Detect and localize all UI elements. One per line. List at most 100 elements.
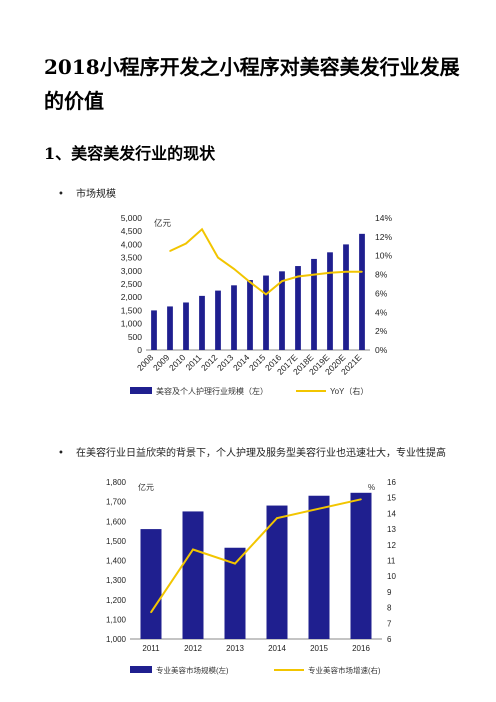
y-tick-label: 1,300	[106, 576, 127, 585]
y-tick-label: 2,500	[121, 279, 143, 289]
y2-tick-label: 13	[387, 525, 396, 534]
line-point	[265, 293, 267, 296]
x-tick-label: 2015	[247, 352, 268, 373]
legend-bar-swatch	[130, 666, 152, 673]
line-point	[297, 275, 299, 278]
bar	[350, 492, 372, 639]
y-tick-label: 1,800	[106, 478, 127, 487]
section-heading: 1、美容美发行业的现状	[44, 144, 216, 163]
line-point	[192, 548, 194, 551]
y-tick-label: 1,500	[121, 305, 143, 315]
line-point	[201, 228, 203, 231]
bullet-item-2: • 在美容行业日益欣荣的背景下，个人护理及服务型美容行业也迅速壮大，专业性提高	[58, 444, 446, 459]
y-tick-label: 1,000	[121, 319, 143, 329]
bar	[279, 271, 285, 350]
bar	[263, 275, 269, 350]
legend-bar-swatch	[130, 387, 152, 394]
line-point	[360, 498, 362, 501]
y2-tick-label: 10%	[375, 251, 392, 261]
y2-tick-label: 6	[387, 635, 392, 644]
y-tick-label: 0	[137, 345, 142, 355]
x-tick-label: 2014	[231, 352, 252, 373]
bar	[327, 252, 333, 350]
series-line	[150, 498, 362, 613]
y-tick-label: 1,100	[106, 615, 127, 624]
bar	[215, 290, 221, 350]
y2-tick-label: 16	[387, 478, 396, 487]
y-tick-label: 500	[128, 332, 142, 342]
y-tick-label: 3,500	[121, 253, 143, 263]
bar	[183, 302, 189, 350]
y-tick-label: 5,000	[121, 213, 143, 223]
x-tick-label: 2013	[215, 352, 236, 373]
y2-tick-label: 8	[387, 604, 392, 613]
bar	[247, 280, 253, 350]
y-tick-label: 4,500	[121, 226, 143, 236]
x-tick-label: 2009	[151, 352, 172, 373]
y2-tick-label: 9	[387, 588, 392, 597]
bar	[167, 306, 173, 350]
bullet-item-1: • 市场规模	[58, 185, 116, 200]
unit-label: 亿元	[138, 482, 154, 492]
bar	[224, 547, 246, 639]
y2-tick-label: 7	[387, 619, 392, 628]
y-tick-label: 2,000	[121, 292, 143, 302]
unit-label: 亿元	[154, 218, 172, 228]
x-tick-label: 2011	[142, 644, 160, 653]
y-tick-label: 1,000	[106, 635, 127, 644]
y2-tick-label: 12	[387, 541, 396, 550]
line-point	[318, 507, 320, 510]
line-point	[361, 270, 363, 273]
line-point	[217, 256, 219, 259]
bullet-dot-icon: •	[58, 448, 64, 459]
x-tick-label: 2013	[226, 644, 244, 653]
legend-label: 专业美容市场增速(右)	[308, 665, 381, 675]
bar	[182, 511, 204, 639]
legend-label: 美容及个人护理行业规模（左）	[156, 386, 268, 396]
y2-tick-label: 11	[387, 557, 396, 566]
x-tick-label: 2012	[184, 644, 202, 653]
unit-label-right: %	[368, 483, 375, 492]
bar	[343, 244, 349, 350]
line-point	[169, 250, 171, 252]
legend-label: YoY（右）	[330, 386, 368, 396]
x-tick-label: 2012	[199, 352, 220, 373]
line-point	[185, 242, 187, 245]
y2-tick-label: 8%	[375, 270, 388, 280]
y2-tick-label: 14	[387, 509, 396, 518]
y-tick-label: 1,600	[106, 517, 127, 526]
y2-tick-label: 6%	[375, 288, 388, 298]
bar	[359, 233, 365, 350]
line-point	[313, 273, 315, 276]
y-tick-label: 1,400	[106, 557, 127, 566]
line-point	[281, 280, 283, 282]
line-point	[150, 611, 152, 614]
x-tick-label: 2015	[310, 644, 328, 653]
legend-label: 专业美容市场规模(左)	[156, 665, 229, 675]
bar	[199, 295, 205, 350]
bullet-dot-icon: •	[58, 189, 64, 200]
x-tick-label: 2016	[352, 644, 370, 653]
line-point	[234, 562, 236, 565]
x-tick-label: 2011	[183, 352, 203, 372]
page-title: 2018小程序开发之小程序对美容美发行业发展的价值	[44, 55, 460, 113]
y-tick-label: 3,000	[121, 266, 143, 276]
y2-tick-label: 0%	[375, 345, 388, 355]
y2-tick-label: 4%	[375, 307, 388, 317]
line-point	[233, 268, 235, 270]
y-tick-label: 1,500	[106, 537, 127, 546]
line-point	[276, 517, 278, 519]
y2-tick-label: 14%	[375, 213, 392, 223]
line-point	[345, 270, 347, 273]
y2-tick-label: 12%	[375, 232, 392, 242]
bar	[231, 285, 237, 350]
chart-market-size: 5,000 4,500 4,000 3,500 3,000 2,500 2,000 1,500…	[121, 213, 393, 396]
y-tick-label: 4,000	[121, 239, 143, 249]
y2-tick-label: 15	[387, 494, 396, 503]
y2-tick-label: 10	[387, 572, 396, 581]
line-point	[329, 271, 331, 274]
bullet-text: 市场规模	[76, 189, 116, 200]
x-tick-label: 2014	[268, 644, 286, 653]
y-tick-label: 1,700	[106, 498, 127, 507]
bullet-text: 在美容行业日益欣荣的背景下，个人护理及服务型美容行业也迅速壮大，专业性提高	[76, 448, 446, 459]
